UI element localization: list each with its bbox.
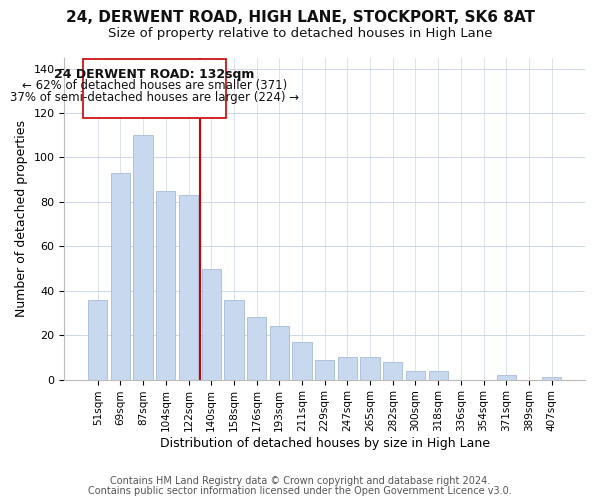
Text: ← 62% of detached houses are smaller (371): ← 62% of detached houses are smaller (37…	[22, 80, 287, 92]
Y-axis label: Number of detached properties: Number of detached properties	[15, 120, 28, 317]
Bar	[247, 318, 266, 380]
Bar	[315, 360, 334, 380]
Text: Contains HM Land Registry data © Crown copyright and database right 2024.: Contains HM Land Registry data © Crown c…	[110, 476, 490, 486]
Bar	[179, 195, 198, 380]
Bar	[156, 191, 175, 380]
Bar	[133, 135, 153, 380]
Bar	[383, 362, 403, 380]
Text: 24 DERWENT ROAD: 132sqm: 24 DERWENT ROAD: 132sqm	[54, 68, 254, 82]
Text: 37% of semi-detached houses are larger (224) →: 37% of semi-detached houses are larger (…	[10, 91, 299, 104]
X-axis label: Distribution of detached houses by size in High Lane: Distribution of detached houses by size …	[160, 437, 490, 450]
Bar	[269, 326, 289, 380]
Text: Contains public sector information licensed under the Open Government Licence v3: Contains public sector information licen…	[88, 486, 512, 496]
Bar	[428, 370, 448, 380]
Bar	[361, 358, 380, 380]
Bar	[497, 375, 516, 380]
Bar	[542, 378, 562, 380]
Bar	[88, 300, 107, 380]
Bar	[224, 300, 244, 380]
Text: Size of property relative to detached houses in High Lane: Size of property relative to detached ho…	[108, 28, 492, 40]
Bar	[292, 342, 311, 380]
Bar	[202, 268, 221, 380]
Text: 24, DERWENT ROAD, HIGH LANE, STOCKPORT, SK6 8AT: 24, DERWENT ROAD, HIGH LANE, STOCKPORT, …	[65, 10, 535, 25]
Bar	[406, 370, 425, 380]
Bar	[338, 358, 357, 380]
Bar	[111, 173, 130, 380]
